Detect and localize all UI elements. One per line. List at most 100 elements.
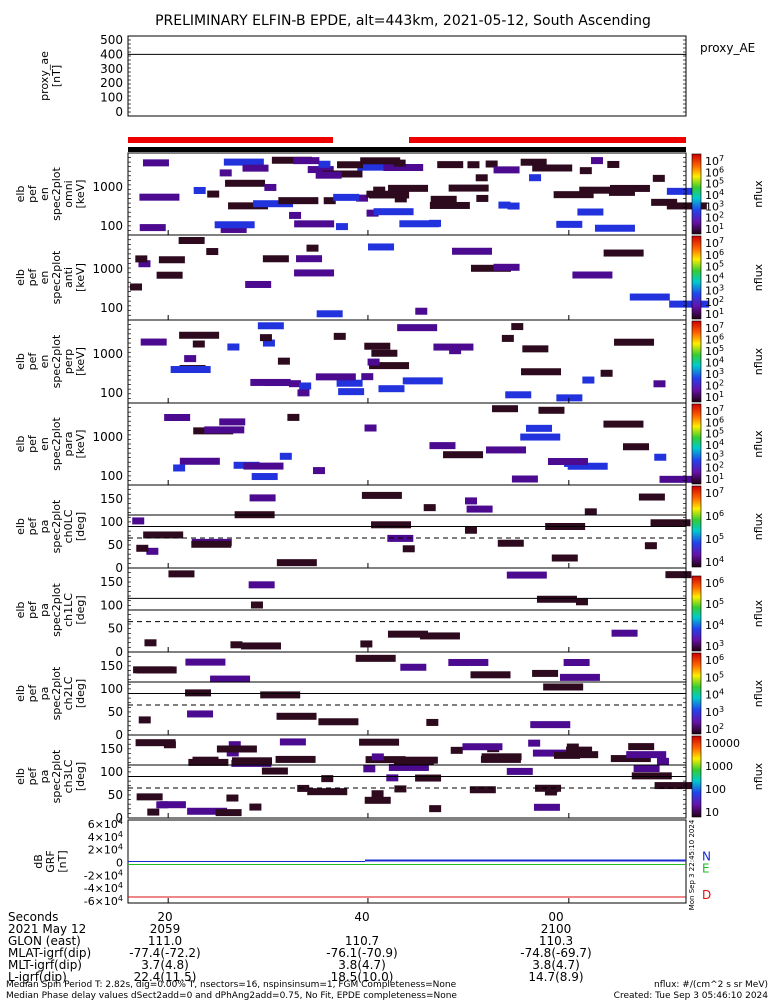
footer-value-0-1: 40: [354, 910, 369, 924]
panel-ch3-cell: [415, 774, 442, 782]
panel-ch3-cell: [528, 739, 541, 747]
colorbar-1-label: nflux: [752, 263, 765, 291]
panel-perp-cell: [297, 389, 310, 397]
panel-ch2-cell: [400, 663, 427, 671]
panel-para-cell: [287, 413, 300, 421]
panel-anti-cell: [493, 263, 520, 271]
proxy-ae-label-0: proxy_ae: [38, 51, 51, 101]
panel-omni-cell: [493, 166, 520, 174]
panel-omni-cell: [139, 193, 180, 201]
plot-title: PRELIMINARY ELFIN-B EPDE, alt=443km, 202…: [155, 13, 651, 29]
panel-ch2-ytick-2: 50: [108, 705, 123, 719]
panel-ch1-label-0: elb: [14, 602, 27, 619]
panel-perp-cell: [521, 368, 562, 376]
panel-ch2-cell: [448, 658, 489, 666]
panel-omni-cell: [467, 161, 480, 169]
panel-ch3-ytick-3: 0: [115, 811, 123, 825]
panel-anti-ytick-1: 100: [100, 301, 123, 315]
panel-omni-cell: [253, 200, 294, 208]
panel-para-cell: [243, 462, 284, 470]
colorbar-1-tick-2: 105: [705, 260, 724, 274]
colorbar-3-label: nflux: [752, 430, 765, 458]
panel-ch0-cell: [371, 521, 412, 529]
panel-perp-cell: [556, 394, 583, 402]
panel-perp-cell: [582, 376, 595, 384]
panel-ch0-cell: [466, 505, 493, 513]
panel-anti-cell: [572, 271, 613, 279]
panel-omni-cell: [228, 202, 269, 210]
panel-ch2-cell: [559, 673, 600, 681]
panel-perp-cell: [315, 373, 356, 381]
panel-omni-cell: [318, 160, 331, 168]
panel-omni-cell: [373, 208, 414, 216]
panel-omni-cell: [429, 201, 470, 209]
panel-ch1-cell: [168, 570, 195, 578]
panel-anti-label-0: elb: [14, 269, 27, 286]
panel-ch3-cell: [136, 793, 163, 801]
footer-nflux-units: nflux: #/(cm^2 s sr MeV): [654, 980, 768, 990]
panel-anti-cell: [156, 271, 183, 279]
panel-para-label-2: en: [38, 437, 51, 451]
panel-omni-cell: [337, 161, 364, 169]
panel-ch3-cell: [249, 803, 262, 811]
panel-anti-cell: [470, 264, 511, 272]
panel-ch3-cell: [365, 756, 406, 764]
panel-perp-cell: [184, 355, 197, 363]
panel-perp-cell: [397, 324, 438, 332]
panel-anti-cell: [306, 244, 319, 252]
panel-ch1-ytick-3: 0: [115, 645, 123, 659]
colorbar-3: [691, 403, 702, 485]
proxy-ae-ytick-4: 100: [100, 91, 123, 105]
colorbar-4-tick-3: 104: [705, 555, 724, 569]
panel-ch1-cell: [611, 629, 638, 637]
panel-ch2-ytick-3: 0: [115, 728, 123, 742]
panel-omni-cell: [532, 164, 573, 172]
panel-ch1-cell: [250, 601, 263, 609]
bgrf-ytick-1: 4×104: [88, 830, 123, 844]
proxy-ae-right-label: proxy_AE: [700, 41, 755, 55]
panel-ch3-cell: [480, 755, 521, 763]
panel-omni-label-1: pef: [26, 184, 39, 203]
panel-ch3-cell: [279, 738, 306, 746]
panel-perp-cell: [250, 378, 291, 386]
panel-omni-cell: [335, 223, 348, 231]
panel-para-cell: [279, 452, 292, 460]
panel-ch0-label-4: ch0LC: [62, 509, 75, 543]
panel-ch3-cell: [626, 751, 667, 759]
panel-ch3-cell: [572, 751, 599, 759]
panel-ch2-label-5: [deg]: [74, 679, 87, 708]
panel-ch1-label-5: [deg]: [74, 595, 87, 624]
panel-ch3-cell: [359, 738, 400, 746]
panel-ch1-label-2: pa: [38, 603, 51, 617]
colorbar-3-tick-1: 106: [705, 415, 724, 429]
panel-anti-cell: [158, 256, 185, 264]
panel-anti-cell: [669, 300, 710, 308]
panel-para-cell: [654, 453, 667, 461]
footer-label-3: MLAT-igrf(dip): [8, 946, 91, 960]
colorbar-3-tick-3: 104: [705, 438, 724, 452]
panel-omni-cell: [430, 195, 457, 203]
panel-anti-cell: [294, 269, 335, 277]
colorbar-0-tick-0: 107: [705, 154, 724, 168]
panel-ch3-ytick-0: 150: [100, 742, 123, 756]
panel-omni-cell: [333, 193, 360, 201]
panel-omni-cell: [594, 224, 635, 232]
panel-omni-cell: [394, 195, 407, 203]
panel-ch0-label-0: elb: [14, 518, 27, 535]
panel-anti-cell: [629, 293, 670, 301]
panel-perp-label-0: elb: [14, 353, 27, 370]
panel-para-cell: [486, 446, 527, 454]
panel-perp-cell: [378, 385, 405, 393]
panel-anti-cell: [135, 255, 148, 263]
footer-created: Created: Tue Sep 3 05:46:10 2024: [614, 991, 769, 1000]
panel-ch1-label-4: ch1LC: [62, 593, 75, 627]
panel-ch3-label-3: spec2plot: [50, 749, 63, 803]
panel-ch0-label-1: pef: [26, 517, 39, 536]
proxy-ae-ytick-5: 0: [115, 105, 123, 119]
panel-ch2-cell: [532, 669, 559, 677]
bgrf-label-0: dB: [32, 854, 45, 869]
bgrf-ytick-4: -2×104: [84, 868, 123, 882]
footer-value-4-0: 3.7(4.8): [141, 958, 189, 972]
colorbar-4-tick-1: 106: [705, 509, 724, 523]
